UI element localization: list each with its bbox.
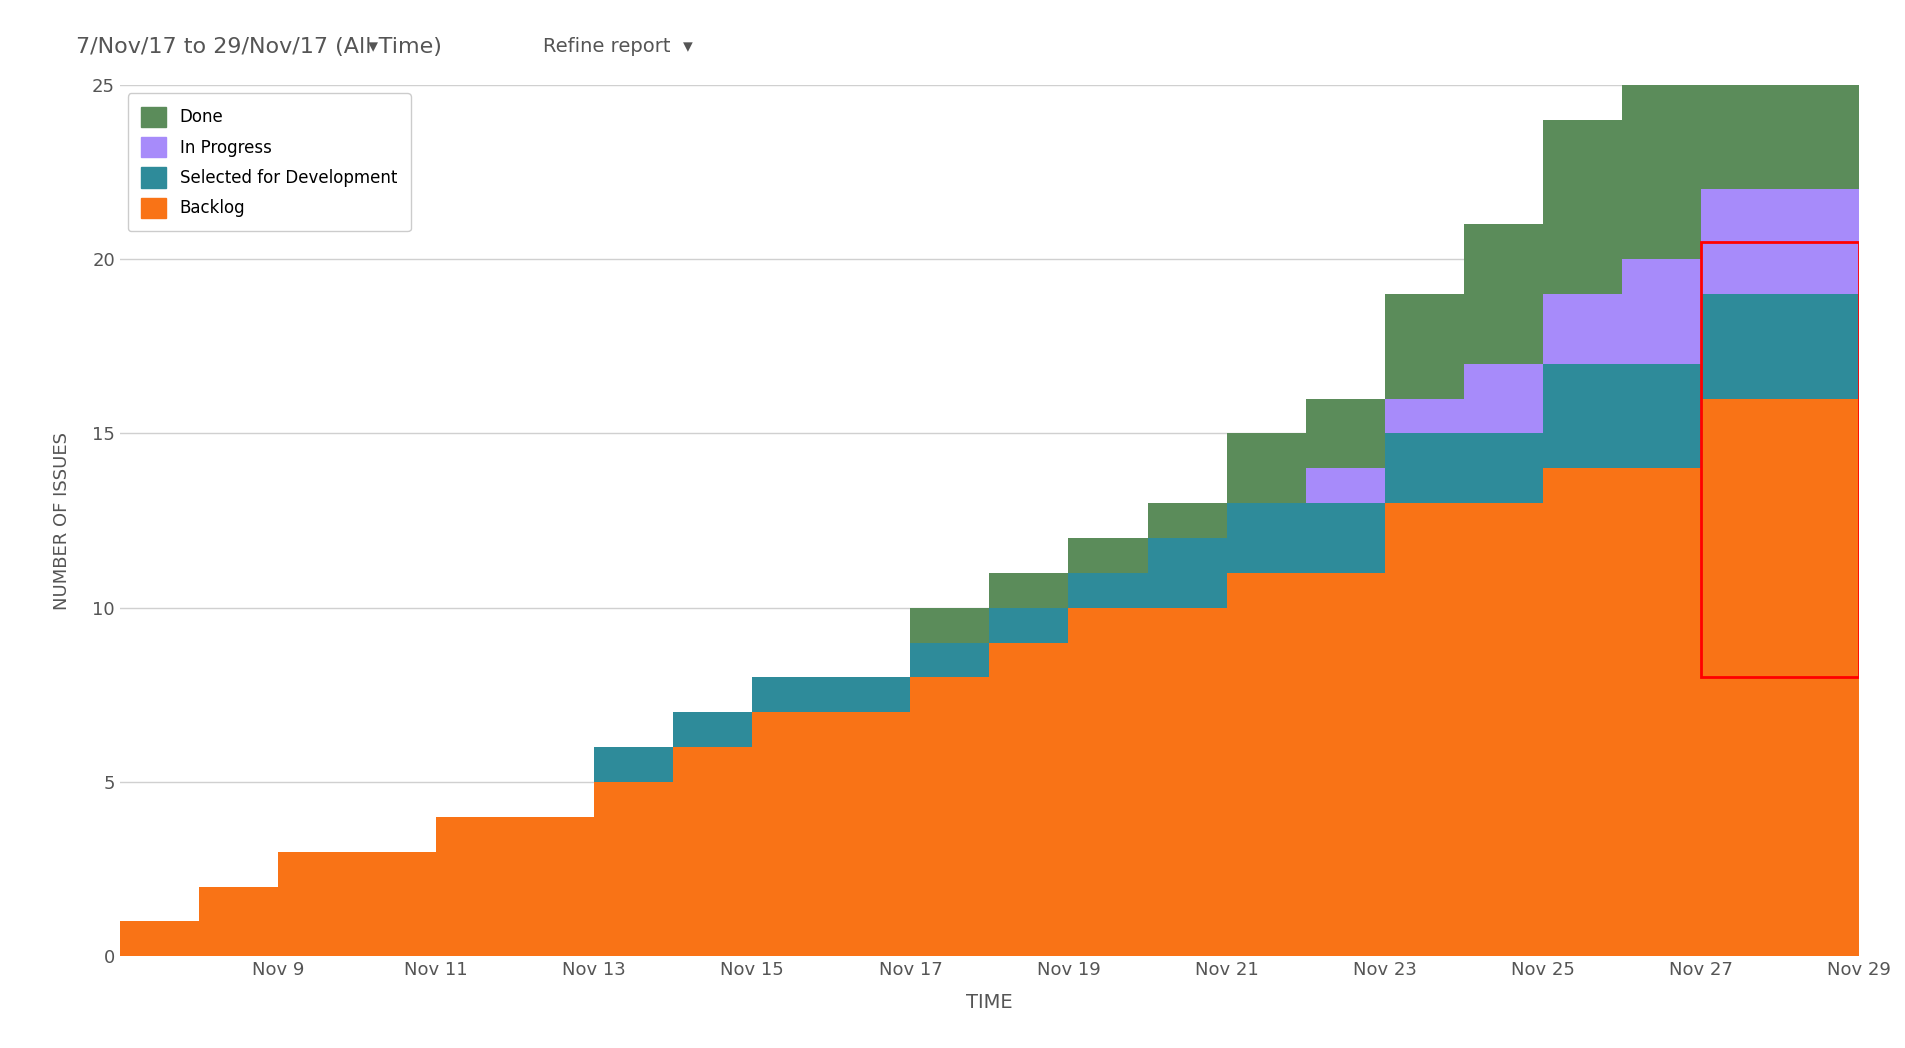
Bar — [1699, 242, 1857, 677]
Text: Refine report  ▾: Refine report ▾ — [543, 37, 693, 56]
Text: ▾: ▾ — [362, 37, 377, 56]
Text: 7/Nov/17 to 29/Nov/17 (All Time): 7/Nov/17 to 29/Nov/17 (All Time) — [76, 37, 442, 57]
Legend: Done, In Progress, Selected for Development, Backlog: Done, In Progress, Selected for Developm… — [128, 93, 410, 232]
Y-axis label: NUMBER OF ISSUES: NUMBER OF ISSUES — [53, 432, 70, 610]
X-axis label: TIME: TIME — [966, 994, 1012, 1012]
